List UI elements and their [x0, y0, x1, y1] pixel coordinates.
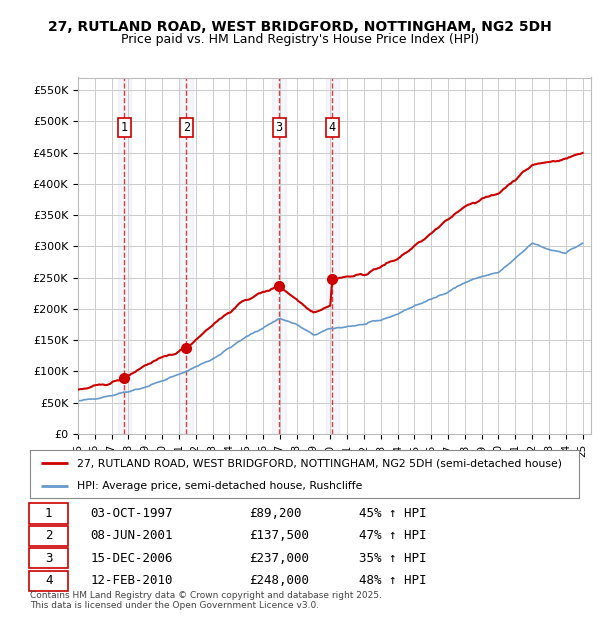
Text: 08-JUN-2001: 08-JUN-2001 — [91, 529, 173, 542]
Text: 12-FEB-2010: 12-FEB-2010 — [91, 574, 173, 587]
Text: 4: 4 — [329, 121, 336, 134]
Text: 48% ↑ HPI: 48% ↑ HPI — [359, 574, 427, 587]
Text: 47% ↑ HPI: 47% ↑ HPI — [359, 529, 427, 542]
Text: 03-OCT-1997: 03-OCT-1997 — [91, 507, 173, 520]
Text: 27, RUTLAND ROAD, WEST BRIDGFORD, NOTTINGHAM, NG2 5DH (semi-detached house): 27, RUTLAND ROAD, WEST BRIDGFORD, NOTTIN… — [77, 458, 562, 468]
Text: 15-DEC-2006: 15-DEC-2006 — [91, 552, 173, 565]
Text: 2: 2 — [183, 121, 190, 134]
Text: 4: 4 — [45, 574, 52, 587]
Text: HPI: Average price, semi-detached house, Rushcliffe: HPI: Average price, semi-detached house,… — [77, 480, 362, 491]
Text: £248,000: £248,000 — [250, 574, 310, 587]
FancyBboxPatch shape — [29, 548, 68, 569]
Text: 1: 1 — [121, 121, 128, 134]
Bar — [179, 78, 193, 434]
Text: 35% ↑ HPI: 35% ↑ HPI — [359, 552, 427, 565]
Text: Contains HM Land Registry data © Crown copyright and database right 2025.
This d: Contains HM Land Registry data © Crown c… — [30, 591, 382, 610]
Bar — [272, 78, 286, 434]
FancyBboxPatch shape — [29, 571, 68, 591]
Text: 27, RUTLAND ROAD, WEST BRIDGFORD, NOTTINGHAM, NG2 5DH: 27, RUTLAND ROAD, WEST BRIDGFORD, NOTTIN… — [48, 20, 552, 34]
Text: 3: 3 — [275, 121, 283, 134]
Bar — [326, 78, 339, 434]
FancyBboxPatch shape — [29, 526, 68, 546]
Text: 1: 1 — [45, 507, 52, 520]
Bar — [118, 78, 131, 434]
Text: 3: 3 — [45, 552, 52, 565]
Text: £89,200: £89,200 — [250, 507, 302, 520]
Text: £237,000: £237,000 — [250, 552, 310, 565]
FancyBboxPatch shape — [29, 503, 68, 523]
Text: £137,500: £137,500 — [250, 529, 310, 542]
Text: 2: 2 — [45, 529, 52, 542]
Text: Price paid vs. HM Land Registry's House Price Index (HPI): Price paid vs. HM Land Registry's House … — [121, 33, 479, 46]
Text: 45% ↑ HPI: 45% ↑ HPI — [359, 507, 427, 520]
